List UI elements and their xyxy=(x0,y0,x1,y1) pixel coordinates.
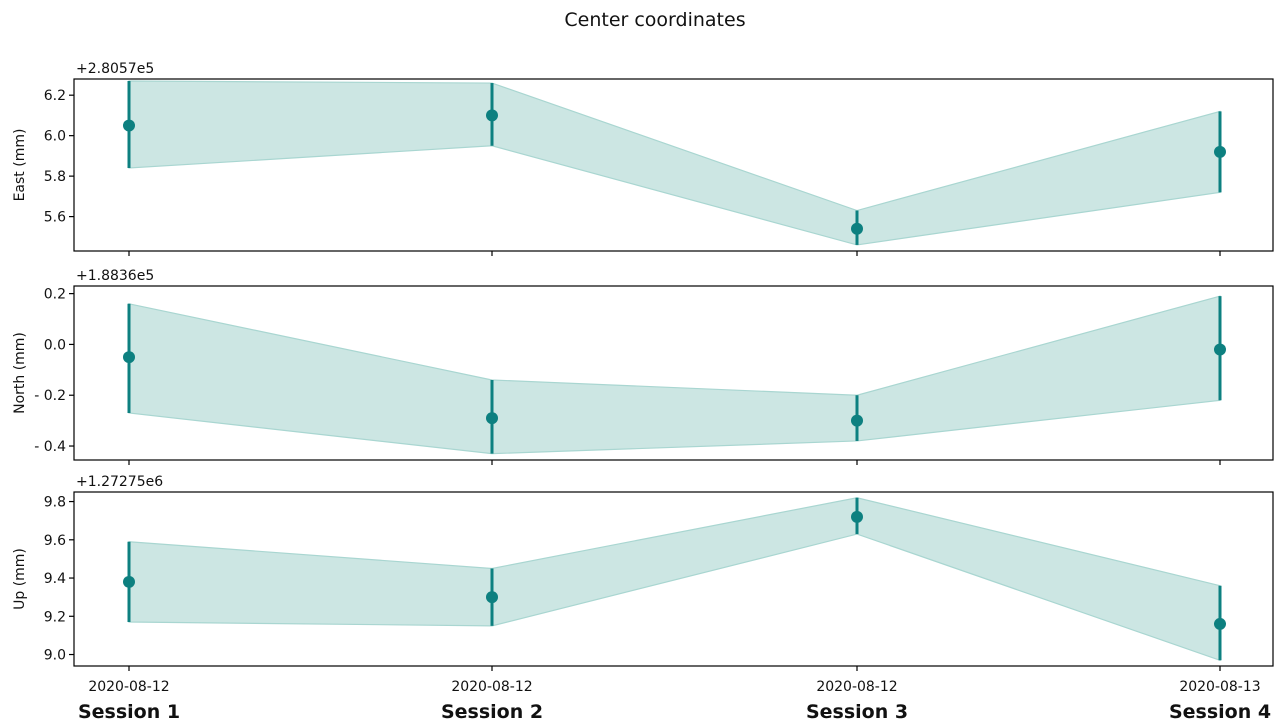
y-tick-label: 9.0 xyxy=(44,648,66,664)
axes-frame xyxy=(73,491,1274,667)
data-point xyxy=(1214,145,1226,158)
x-tick-label: 2020-08-13 xyxy=(1179,679,1260,695)
data-point xyxy=(851,414,863,427)
panel-2: - 0.4 - 0.2 0.0 0.2 +1.8836e5 North (mm) xyxy=(12,268,1274,465)
axis-offset-label: +1.27275e6 xyxy=(76,474,163,490)
x-tick-label: 2020-08-12 xyxy=(88,679,169,695)
data-point xyxy=(851,510,863,523)
y-tick-label: 5.6 xyxy=(44,210,66,226)
axis-offset-label: +1.8836e5 xyxy=(76,268,154,284)
session-label: Session 4 xyxy=(1169,701,1271,723)
y-tick-label: 5.8 xyxy=(44,169,66,185)
y-tick-label: 9.6 xyxy=(44,533,66,549)
axis-offset-label: +2.8057e5 xyxy=(76,61,154,77)
axes-frame xyxy=(73,78,1274,252)
y-axis-label: Up (mm) xyxy=(12,548,28,610)
y-tick-label: 0.0 xyxy=(44,337,66,353)
y-axis-label: East (mm) xyxy=(12,129,28,202)
uncertainty-band xyxy=(128,80,1221,246)
data-point xyxy=(123,351,135,364)
data-point xyxy=(486,109,498,122)
x-tick-label: 2020-08-12 xyxy=(816,679,897,695)
data-point xyxy=(1214,617,1226,630)
y-axis-label: North (mm) xyxy=(12,332,28,414)
y-tick-label: 0.2 xyxy=(44,287,66,303)
x-tick-label: 2020-08-12 xyxy=(451,679,532,695)
uncertainty-band xyxy=(128,295,1221,455)
data-point xyxy=(123,575,135,588)
panel-3: 9.0 9.2 9.4 9.6 9.8 +1.27275e6 Up (mm) xyxy=(12,474,1274,671)
uncertainty-band xyxy=(128,497,1221,662)
y-tick-label: 6.0 xyxy=(44,129,66,145)
axes-frame xyxy=(73,285,1274,461)
data-point xyxy=(486,412,498,425)
y-tick-label: - 0.2 xyxy=(34,388,66,404)
y-tick-label: 9.4 xyxy=(44,571,66,587)
y-tick-label: 9.8 xyxy=(44,495,66,511)
y-tick-label: 9.2 xyxy=(44,609,66,625)
data-point xyxy=(486,591,498,604)
data-point xyxy=(1214,343,1226,356)
chart-title: Center coordinates xyxy=(564,9,746,31)
data-point xyxy=(123,119,135,132)
y-tick-label: - 0.4 xyxy=(34,439,66,455)
y-tick-label: 6.2 xyxy=(44,88,66,104)
session-label: Session 2 xyxy=(441,701,543,723)
panel-1: 5.6 5.8 6.0 6.2 +2.8057e5 East (mm) xyxy=(12,61,1274,256)
data-point xyxy=(851,222,863,235)
session-label: Session 3 xyxy=(806,701,908,723)
session-label: Session 1 xyxy=(78,701,180,723)
